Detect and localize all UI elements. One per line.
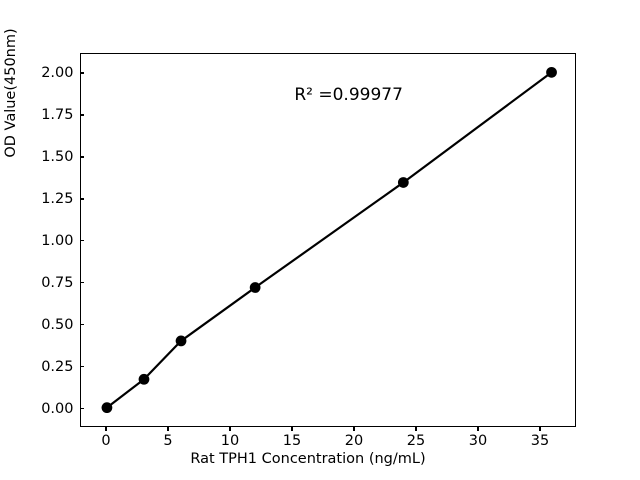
data-point <box>138 373 150 385</box>
x-tick-label: 0 <box>101 433 111 449</box>
x-tick-label: 30 <box>468 433 488 449</box>
x-tick-label: 20 <box>344 433 364 449</box>
y-tick-label: 1.50 <box>41 148 74 165</box>
data-point-markers <box>101 66 557 414</box>
data-point <box>175 335 187 347</box>
y-tick-mark <box>80 156 84 158</box>
y-tick-label: 2.00 <box>41 64 74 81</box>
plot-area: R² =0.99977 <box>80 53 576 427</box>
y-tick-label: 1.25 <box>41 190 74 207</box>
x-axis-label: Rat TPH1 Concentration (ng/mL) <box>0 452 640 467</box>
y-tick-mark <box>80 282 84 284</box>
y-tick-label: 1.00 <box>41 232 74 249</box>
data-point <box>249 282 261 293</box>
x-tick-mark <box>539 427 541 431</box>
y-tick-label: 1.75 <box>41 106 74 123</box>
regression-line <box>105 71 553 409</box>
x-tick-mark <box>229 427 231 431</box>
y-tick-mark <box>80 72 84 74</box>
x-tick-mark <box>291 427 293 431</box>
y-tick-mark <box>80 365 84 368</box>
y-tick-label: 0.75 <box>41 274 74 291</box>
x-tick-mark <box>105 427 107 431</box>
x-tick-mark <box>353 427 355 431</box>
y-tick-mark <box>80 114 84 116</box>
y-tick-label: 0.00 <box>41 400 74 417</box>
x-axis-label-text: Rat TPH1 Concentration (ng/mL) <box>190 451 426 467</box>
data-layer <box>101 66 557 414</box>
x-tick-label: 25 <box>406 433 426 449</box>
x-tick-label: 5 <box>163 433 173 449</box>
x-tick-mark <box>415 427 417 431</box>
y-axis-label: OD Value(450nm) <box>3 28 19 158</box>
data-point <box>397 177 409 188</box>
y-tick-label: 0.25 <box>41 358 74 375</box>
y-tick-mark <box>80 324 84 326</box>
r-squared-annotation: R² =0.99977 <box>294 85 403 106</box>
x-tick-label: 10 <box>220 433 240 449</box>
y-tick-mark <box>80 198 84 200</box>
y-tick-mark <box>80 240 84 242</box>
x-tick-mark <box>167 427 169 431</box>
x-tick-label: 35 <box>530 433 550 449</box>
y-tick-mark <box>80 407 84 410</box>
x-tick-mark <box>477 427 479 431</box>
data-point <box>101 402 113 414</box>
y-tick-label: 0.50 <box>41 316 74 333</box>
x-tick-label: 15 <box>282 433 302 449</box>
data-point <box>546 66 557 78</box>
